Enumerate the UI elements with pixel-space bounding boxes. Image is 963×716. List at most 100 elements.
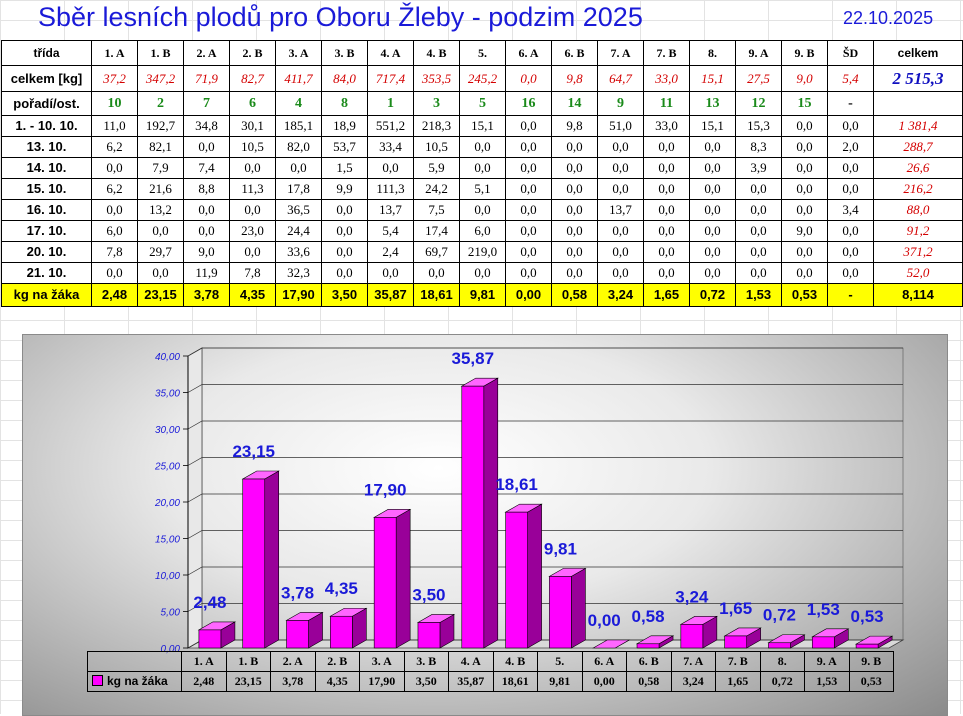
value-cell[interactable]: 11,3 xyxy=(229,178,276,200)
value-cell[interactable]: 15,3 xyxy=(735,115,782,137)
value-cell[interactable]: 3,50 xyxy=(321,283,368,307)
value-cell[interactable]: 0,0 xyxy=(137,262,184,284)
value-cell[interactable]: 0,0 xyxy=(597,241,644,263)
value-cell[interactable]: 0,0 xyxy=(367,262,414,284)
value-cell[interactable]: 15,1 xyxy=(689,65,736,92)
value-cell[interactable]: 33,0 xyxy=(643,65,690,92)
class-header-cell[interactable]: 1. B xyxy=(137,40,184,66)
value-cell[interactable]: 0,0 xyxy=(827,241,874,263)
value-cell[interactable]: 17,4 xyxy=(413,220,460,242)
value-cell[interactable]: 2,4 xyxy=(367,241,414,263)
value-cell[interactable]: 7,8 xyxy=(91,241,138,263)
total-header-cell[interactable]: celkem xyxy=(873,40,963,66)
value-cell[interactable]: 18,9 xyxy=(321,115,368,137)
value-cell[interactable]: 0,0 xyxy=(551,136,598,158)
class-header-cell[interactable]: 4. A xyxy=(367,40,414,66)
value-cell[interactable]: 2 xyxy=(137,91,184,116)
value-cell[interactable]: 7,4 xyxy=(183,157,230,179)
class-header-cell[interactable]: 9. A xyxy=(735,40,782,66)
value-cell[interactable]: 245,2 xyxy=(459,65,506,92)
value-cell[interactable]: 0,0 xyxy=(643,178,690,200)
value-cell[interactable]: 0,0 xyxy=(321,262,368,284)
value-cell[interactable]: 35,87 xyxy=(367,283,414,307)
value-cell[interactable]: 0,0 xyxy=(643,220,690,242)
value-cell[interactable]: 0,0 xyxy=(551,220,598,242)
value-cell[interactable]: 5,1 xyxy=(459,178,506,200)
value-cell[interactable]: 219,0 xyxy=(459,241,506,263)
value-cell[interactable]: 0,72 xyxy=(689,283,736,307)
row-label-cell[interactable]: pořadí/ost. xyxy=(1,91,92,116)
value-cell[interactable]: 3,4 xyxy=(827,199,874,221)
value-cell[interactable]: 717,4 xyxy=(367,65,414,92)
value-cell[interactable]: - xyxy=(827,91,874,116)
class-header-cell[interactable]: 3. A xyxy=(275,40,322,66)
value-cell[interactable]: 0,0 xyxy=(367,157,414,179)
value-cell[interactable]: 4,35 xyxy=(229,283,276,307)
value-cell[interactable]: 8,3 xyxy=(735,136,782,158)
row-total-cell[interactable]: 52,0 xyxy=(873,262,963,284)
value-cell[interactable]: 1,65 xyxy=(643,283,690,307)
value-cell[interactable]: 12 xyxy=(735,91,782,116)
value-cell[interactable]: 0,0 xyxy=(643,241,690,263)
value-cell[interactable]: 27,5 xyxy=(735,65,782,92)
value-cell[interactable]: 0,0 xyxy=(459,262,506,284)
value-cell[interactable]: 0,0 xyxy=(689,199,736,221)
value-cell[interactable]: 0,58 xyxy=(551,283,598,307)
value-cell[interactable]: 1,53 xyxy=(735,283,782,307)
value-cell[interactable]: 84,0 xyxy=(321,65,368,92)
value-cell[interactable]: 0,0 xyxy=(597,262,644,284)
value-cell[interactable]: 23,15 xyxy=(137,283,184,307)
value-cell[interactable]: 24,4 xyxy=(275,220,322,242)
value-cell[interactable]: 4 xyxy=(275,91,322,116)
value-cell[interactable]: 0,53 xyxy=(781,283,828,307)
bar xyxy=(636,643,660,649)
row-label-cell[interactable]: 15. 10. xyxy=(1,178,92,200)
value-cell[interactable]: 0,0 xyxy=(781,262,828,284)
value-cell[interactable]: 3,78 xyxy=(183,283,230,307)
value-cell[interactable]: 32,3 xyxy=(275,262,322,284)
row-total-cell[interactable]: 1 381,4 xyxy=(873,115,963,137)
class-header-cell[interactable]: 6. B xyxy=(551,40,598,66)
value-cell[interactable]: 0,0 xyxy=(781,178,828,200)
row-total-cell[interactable]: 8,114 xyxy=(873,283,963,307)
value-cell[interactable]: 218,3 xyxy=(413,115,460,137)
value-cell[interactable]: 0,0 xyxy=(781,241,828,263)
value-cell[interactable]: 37,2 xyxy=(91,65,138,92)
value-cell[interactable]: 0,0 xyxy=(505,65,552,92)
data-label: 23,15 xyxy=(232,442,275,461)
value-cell[interactable]: 0,0 xyxy=(505,136,552,158)
value-cell[interactable]: 16 xyxy=(505,91,552,116)
value-cell[interactable]: 0,0 xyxy=(827,178,874,200)
class-header-cell[interactable]: 2. B xyxy=(229,40,276,66)
value-cell[interactable]: 0,0 xyxy=(505,220,552,242)
value-cell[interactable]: 0,0 xyxy=(597,178,644,200)
value-cell[interactable]: 0,0 xyxy=(735,178,782,200)
value-cell[interactable]: 6 xyxy=(229,91,276,116)
value-cell[interactable]: 82,7 xyxy=(229,65,276,92)
value-cell[interactable]: 0,00 xyxy=(505,283,552,307)
value-cell[interactable]: 9,0 xyxy=(781,65,828,92)
bar-side xyxy=(483,377,499,649)
value-cell[interactable]: 3,9 xyxy=(735,157,782,179)
value-cell[interactable]: - xyxy=(827,283,874,307)
value-cell[interactable]: 0,0 xyxy=(459,199,506,221)
row-label-cell[interactable]: 13. 10. xyxy=(1,136,92,158)
class-header-cell[interactable]: 8. xyxy=(689,40,736,66)
value-cell[interactable]: 11,0 xyxy=(91,115,138,137)
value-cell[interactable]: 0,0 xyxy=(689,178,736,200)
value-cell[interactable]: 64,7 xyxy=(597,65,644,92)
value-cell[interactable]: 2,48 xyxy=(91,283,138,307)
value-cell[interactable]: 10 xyxy=(91,91,138,116)
value-cell[interactable]: 13 xyxy=(689,91,736,116)
value-cell[interactable]: 111,3 xyxy=(367,178,414,200)
value-cell[interactable]: 3,24 xyxy=(597,283,644,307)
class-header-cell[interactable]: 7. A xyxy=(597,40,644,66)
value-cell[interactable]: 11 xyxy=(643,91,690,116)
value-cell[interactable]: 15 xyxy=(781,91,828,116)
row-label-cell[interactable]: 20. 10. xyxy=(1,241,92,263)
row-total-cell[interactable]: 2 515,3 xyxy=(873,65,963,92)
value-cell[interactable]: 9,8 xyxy=(551,65,598,92)
value-cell[interactable]: 18,61 xyxy=(413,283,460,307)
row-total-cell[interactable] xyxy=(873,91,963,116)
value-cell[interactable]: 2,0 xyxy=(827,136,874,158)
